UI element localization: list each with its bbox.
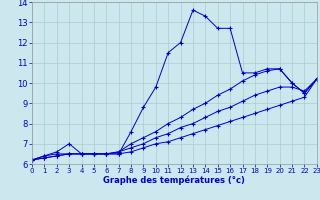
X-axis label: Graphe des températures (°c): Graphe des températures (°c) [103,176,245,185]
